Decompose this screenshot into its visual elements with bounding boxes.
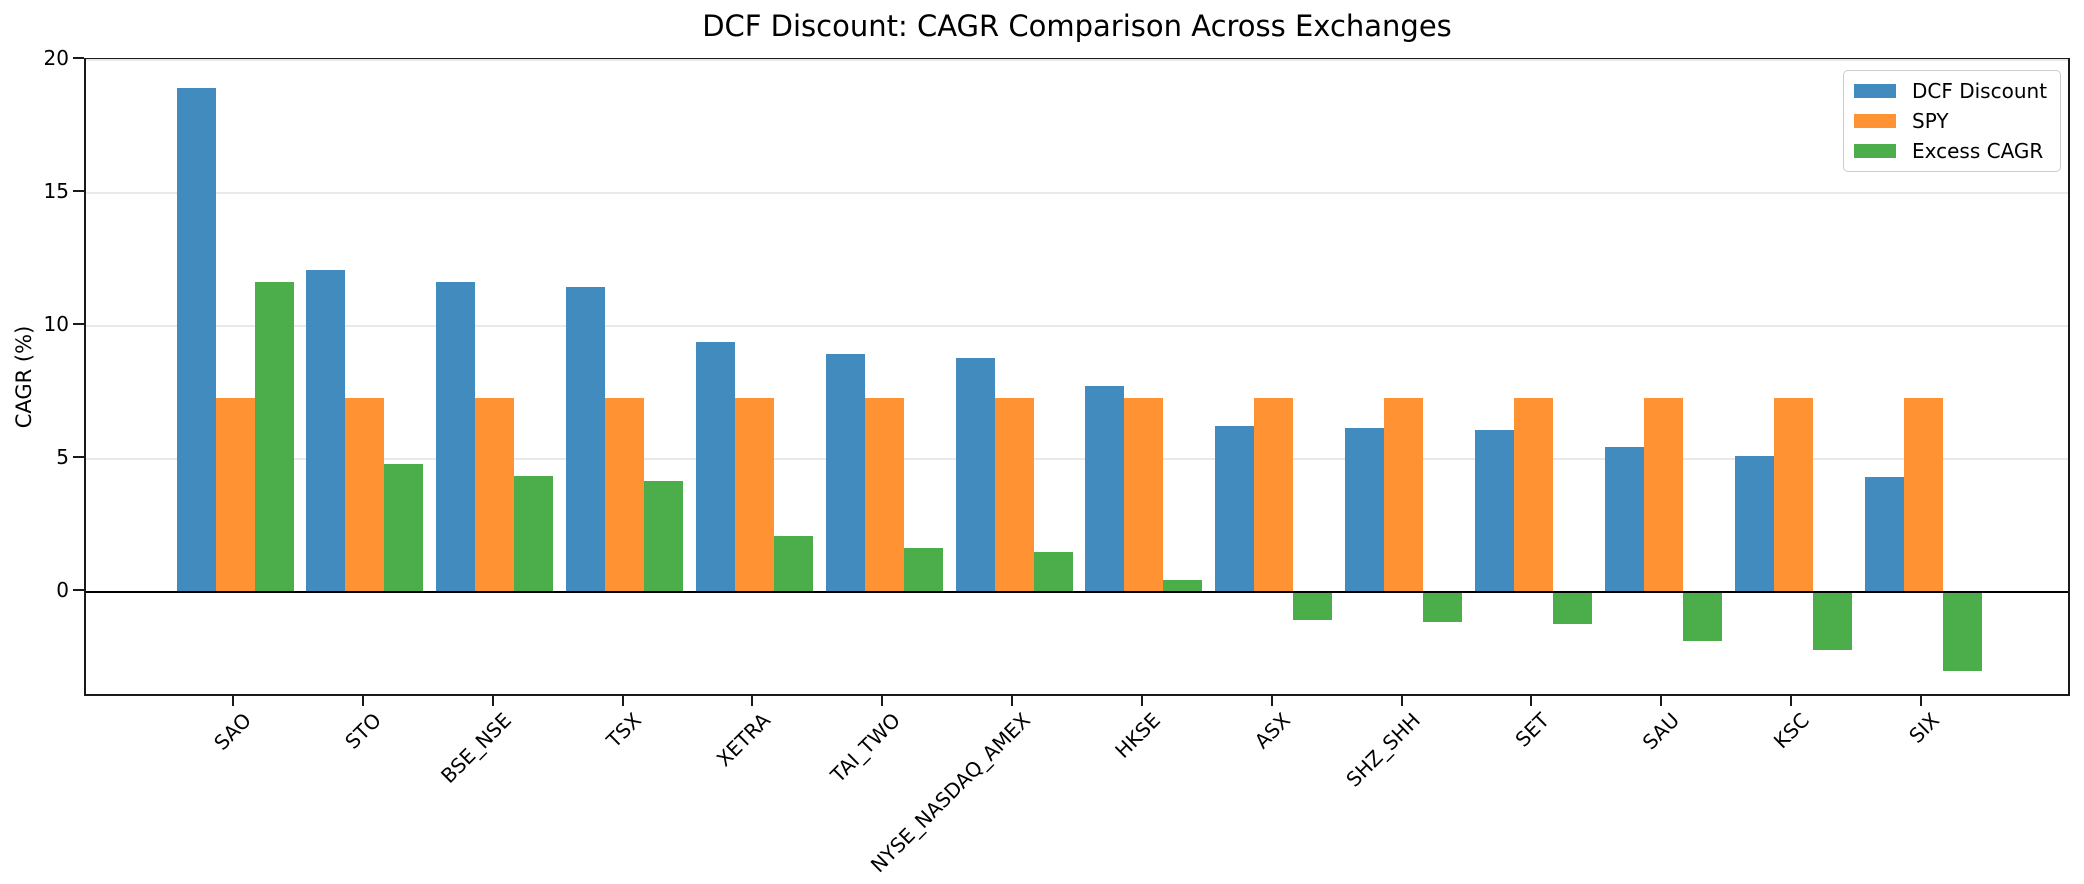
bar-dcf-discount-ASX: [1215, 425, 1255, 592]
bar-excess-cagr-NYSE_NASDAQ_AMEX: [1033, 551, 1073, 592]
bar-dcf-discount-TAI_TWO: [825, 353, 865, 592]
legend-label-dcf-discount: DCF Discount: [1912, 79, 2048, 103]
y-tick-mark: [73, 588, 84, 591]
x-tick-label: TAI_TWO: [826, 708, 906, 788]
chart-title: DCF Discount: CAGR Comparison Across Exc…: [702, 9, 1452, 43]
gridline: [86, 457, 2068, 460]
x-tick-mark: [751, 696, 754, 706]
x-tick-label: KSC: [1769, 708, 1815, 754]
x-tick-mark: [1660, 696, 1663, 706]
bar-dcf-discount-XETRA: [695, 341, 735, 592]
bar-dcf-discount-TSX: [566, 287, 606, 592]
x-tick-mark: [1790, 696, 1793, 706]
x-tick-mark: [1920, 696, 1922, 706]
bar-dcf-discount-KSC: [1734, 456, 1774, 592]
bar-spy-STO: [345, 397, 385, 592]
x-tick-label: HKSE: [1110, 708, 1165, 763]
bar-dcf-discount-NYSE_NASDAQ_AMEX: [955, 357, 995, 592]
x-tick-label: SET: [1510, 708, 1555, 752]
bar-spy-SET: [1513, 397, 1553, 592]
x-tick-label: SHZ_SHH: [1340, 708, 1425, 792]
bar-dcf-discount-SIX: [1864, 477, 1904, 592]
bar-excess-cagr-TSX: [644, 481, 684, 592]
bar-excess-cagr-SIX: [1942, 591, 1982, 672]
x-tick-label: ASX: [1249, 708, 1295, 754]
bar-spy-BSE_NSE: [475, 397, 515, 592]
bar-dcf-discount-SAU: [1604, 446, 1644, 592]
bar-dcf-discount-SHZ_SHH: [1345, 428, 1385, 592]
bar-dcf-discount-BSE_NSE: [436, 281, 476, 592]
x-tick-mark: [881, 696, 884, 706]
bar-dcf-discount-HKSE: [1085, 385, 1125, 592]
legend-label-spy: SPY: [1912, 109, 1949, 133]
bar-excess-cagr-SAO: [254, 281, 294, 592]
y-tick-label: 15: [43, 178, 69, 203]
x-tick-mark: [1140, 696, 1143, 706]
y-axis-label: CAGR (%): [12, 325, 36, 429]
y-tick-mark: [73, 455, 84, 458]
bar-excess-cagr-SAU: [1682, 591, 1722, 641]
x-tick-mark: [1530, 696, 1533, 706]
bar-excess-cagr-STO: [384, 464, 424, 592]
y-tick-mark: [73, 189, 84, 192]
y-tick-label: 10: [43, 311, 69, 336]
bar-spy-NYSE_NASDAQ_AMEX: [994, 397, 1034, 592]
x-tick-mark: [361, 696, 364, 706]
zero-line: [86, 590, 2068, 593]
gridline: [86, 59, 2068, 61]
y-tick-mark: [73, 322, 84, 325]
bar-dcf-discount-STO: [306, 270, 346, 592]
bar-spy-SAO: [215, 397, 255, 592]
x-tick-label: BSE_NSE: [435, 708, 516, 788]
x-tick-label: SAO: [209, 708, 256, 755]
x-tick-label: TSX: [601, 708, 646, 753]
x-tick-label: SIX: [1904, 708, 1944, 748]
bar-excess-cagr-HKSE: [1163, 579, 1203, 592]
bar-excess-cagr-ASX: [1293, 591, 1333, 620]
legend: DCF Discount SPY Excess CAGR: [1843, 70, 2061, 172]
x-tick-mark: [232, 696, 234, 706]
bar-spy-SIX: [1903, 397, 1943, 592]
legend-swatch-dcf-discount: [1854, 84, 1896, 98]
x-tick-mark: [491, 696, 494, 706]
bar-spy-SAU: [1643, 397, 1683, 592]
bar-spy-TSX: [605, 397, 645, 592]
legend-item-dcf-discount: DCF Discount: [1854, 80, 2050, 102]
gridline: [86, 324, 2068, 327]
y-tick-label: 5: [56, 444, 69, 469]
bar-spy-XETRA: [734, 397, 774, 592]
bar-excess-cagr-SHZ_SHH: [1423, 591, 1463, 623]
bar-spy-ASX: [1254, 397, 1294, 592]
bar-dcf-discount-SAO: [176, 87, 216, 592]
x-tick-label: SAU: [1638, 708, 1685, 755]
x-tick-mark: [1011, 696, 1014, 706]
x-tick-mark: [621, 696, 624, 706]
x-tick-label: XETRA: [712, 708, 776, 772]
bar-excess-cagr-XETRA: [773, 535, 813, 592]
bar-excess-cagr-SET: [1552, 591, 1592, 624]
x-tick-label: STO: [340, 708, 386, 754]
legend-label-excess-cagr: Excess CAGR: [1912, 139, 2044, 163]
bar-spy-TAI_TWO: [864, 397, 904, 592]
bar-dcf-discount-SET: [1474, 429, 1514, 592]
x-tick-mark: [1400, 696, 1403, 706]
bar-spy-SHZ_SHH: [1384, 397, 1424, 592]
bar-excess-cagr-TAI_TWO: [903, 547, 943, 592]
legend-swatch-excess-cagr: [1854, 144, 1896, 158]
bar-spy-KSC: [1773, 397, 1813, 592]
bar-excess-cagr-KSC: [1812, 591, 1852, 651]
bar-spy-HKSE: [1124, 397, 1164, 592]
legend-swatch-spy: [1854, 114, 1896, 128]
y-tick-mark: [73, 57, 84, 59]
legend-item-excess-cagr: Excess CAGR: [1854, 140, 2050, 162]
gridline: [86, 191, 2068, 194]
legend-item-spy: SPY: [1854, 110, 2050, 132]
y-tick-label: 0: [56, 577, 69, 602]
y-tick-label: 20: [43, 46, 69, 70]
bar-excess-cagr-BSE_NSE: [514, 476, 554, 592]
plot-area: [84, 58, 2070, 696]
x-tick-mark: [1270, 696, 1273, 706]
